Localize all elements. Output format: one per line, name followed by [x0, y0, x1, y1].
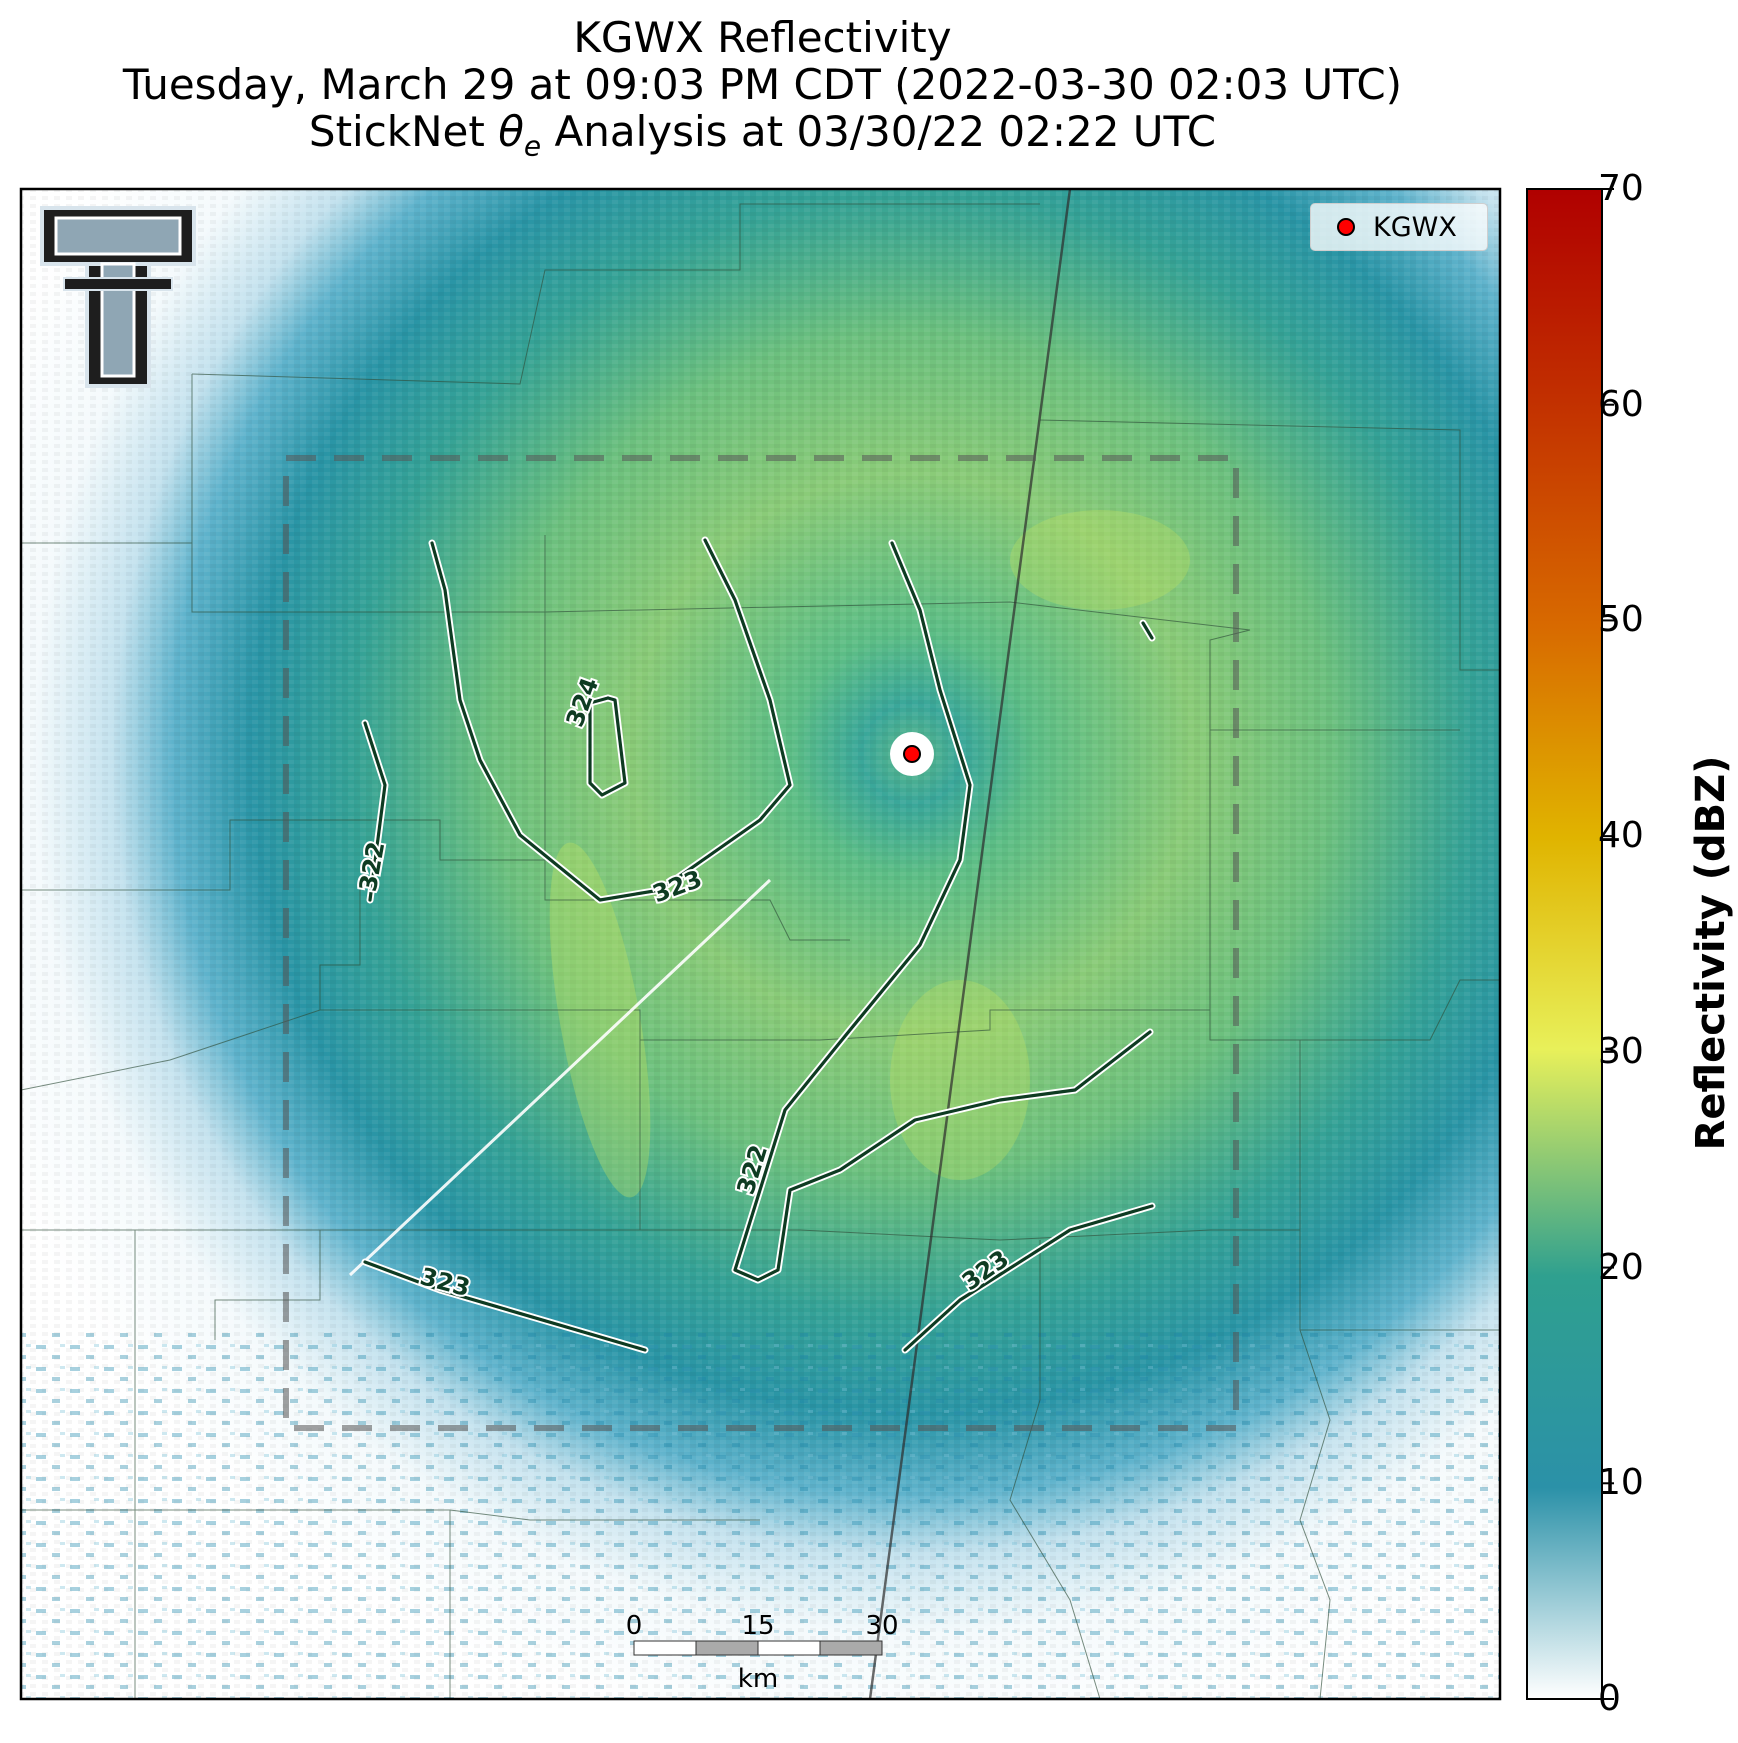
- colorbar-gradient: [1526, 188, 1603, 1700]
- colorbar-tick-label: 20: [1598, 1246, 1644, 1288]
- legend-label: KGWX: [1373, 211, 1457, 243]
- colorbar-axis-label: Reflectivity (dBZ): [1688, 755, 1734, 1151]
- theta-e-contours: [361, 536, 1156, 1354]
- map-frame: [19, 187, 1502, 1701]
- high-reflectivity-band: [549, 842, 651, 1198]
- colorbar-tick-label: 40: [1598, 815, 1644, 857]
- map-layers: 324 323 322 322 323 323: [21, 189, 1500, 1699]
- title-line-2: Tuesday, March 29 at 09:03 PM CDT (2022-…: [122, 60, 1403, 109]
- radar-site-marker[interactable]: [903, 745, 921, 763]
- high-reflectivity-band: [1010, 510, 1190, 610]
- legend-marker-icon: [1337, 218, 1355, 236]
- colorbar-tick-label: 0: [1598, 1678, 1621, 1719]
- scale-label-0: 0: [625, 1611, 643, 1641]
- colorbar-tick-label: 70: [1598, 168, 1644, 209]
- colorbar-tick-label: 60: [1598, 383, 1644, 425]
- high-reflectivity-band: [890, 980, 1030, 1180]
- colorbar-tick-label: 50: [1598, 599, 1644, 641]
- scale-unit: km: [737, 1664, 779, 1694]
- title-line-3-prefix: StickNet: [308, 107, 499, 156]
- colorbar-tick-label: 10: [1598, 1462, 1644, 1504]
- map-legend: KGWX: [1310, 203, 1488, 251]
- scale-bar: [633, 1640, 883, 1656]
- texas-tech-logo: [40, 206, 196, 388]
- county-boundaries: [21, 203, 1500, 1699]
- scale-label-30: 30: [865, 1611, 899, 1641]
- state-boundary: [868, 189, 1072, 1699]
- theta-subscript: e: [523, 129, 542, 163]
- theta-symbol: θ: [498, 107, 524, 156]
- scale-label-15: 15: [741, 1611, 775, 1641]
- title-line-1: KGWX Reflectivity: [573, 13, 952, 62]
- chart-title: KGWX Reflectivity Tuesday, March 29 at 0…: [0, 14, 1525, 169]
- beam-blockage-line: [348, 878, 772, 1277]
- title-line-3-suffix: Analysis at 03/30/22 02:22 UTC: [541, 107, 1217, 156]
- outer-speckle: [21, 1330, 1500, 1699]
- title-line-3: StickNet θe Analysis at 03/30/22 02:22 U…: [0, 108, 1525, 169]
- colorbar-tick-label: 30: [1598, 1030, 1644, 1072]
